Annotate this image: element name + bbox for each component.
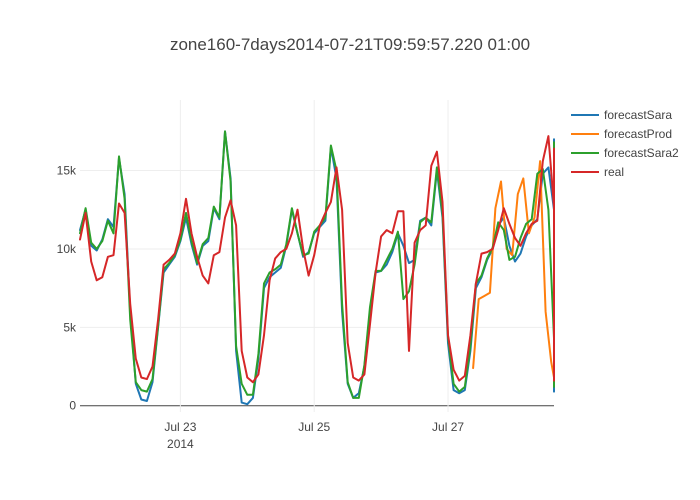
legend-label: forecastSara2: [604, 146, 679, 160]
y-tick-label: 10k: [57, 242, 77, 256]
series-line-forecastProd: [472, 160, 555, 379]
grid-layer: [80, 100, 554, 412]
series-line-forecastSara2: [79, 130, 555, 399]
legend-item-forecastSara2[interactable]: forecastSara2: [571, 146, 679, 160]
legend-item-real[interactable]: real: [571, 165, 624, 179]
x-axis: Jul 23 2014 Jul 25 Jul 27: [164, 420, 464, 451]
series-line-forecastSara: [79, 130, 555, 406]
y-axis: 0 5k 10k 15k: [57, 164, 77, 413]
chart-title: zone160-7days2014-07-21T09:59:57.220 01:…: [170, 35, 530, 54]
plot-area: [79, 130, 555, 406]
y-tick-label: 5k: [63, 320, 77, 334]
x-tick-label: Jul 23: [164, 420, 196, 434]
legend-label: forecastProd: [604, 127, 672, 141]
legend-item-forecastSara[interactable]: forecastSara: [571, 108, 672, 122]
y-tick-label: 15k: [57, 164, 77, 178]
series-line-real: [79, 135, 555, 384]
x-tick-label: Jul 25: [298, 420, 330, 434]
legend-label: forecastSara: [604, 108, 672, 122]
x-tick-label: Jul 27: [432, 420, 464, 434]
legend[interactable]: forecastSara forecastProd forecastSara2 rea…: [571, 108, 679, 179]
legend-item-forecastProd[interactable]: forecastProd: [571, 127, 672, 141]
y-tick-label: 0: [69, 399, 76, 413]
legend-label: real: [604, 165, 624, 179]
x-tick-sublabel: 2014: [167, 437, 194, 451]
